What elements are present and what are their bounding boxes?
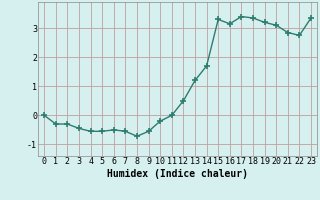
X-axis label: Humidex (Indice chaleur): Humidex (Indice chaleur) — [107, 169, 248, 179]
